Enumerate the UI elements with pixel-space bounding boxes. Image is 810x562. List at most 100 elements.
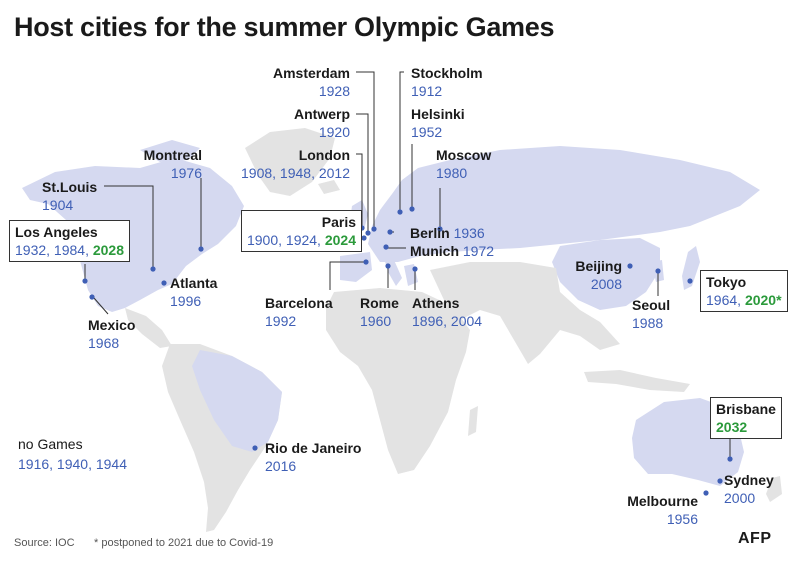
future-year: 2032: [716, 419, 748, 435]
future-year: 2028: [92, 242, 125, 258]
city-name: Sydney: [724, 472, 774, 488]
city-label-montreal: Montreal 1976: [144, 146, 202, 182]
land-eurasia-north: [368, 146, 760, 262]
city-years: 1960: [360, 313, 392, 329]
city-label-athens: Athens 1896, 2004: [412, 294, 482, 330]
dot-paris: [361, 235, 367, 241]
land-arctic-islands: [140, 140, 200, 162]
city-label-stockholm: Stockholm 1912: [411, 64, 483, 100]
dot-montreal: [198, 246, 204, 252]
leader-barcelona: [329, 261, 366, 290]
land-china: [552, 238, 660, 310]
city-years: 1980: [436, 165, 468, 181]
dot-helsinki: [409, 206, 415, 212]
city-name: Rio de Janeiro: [265, 440, 362, 456]
city-name: Athens: [412, 295, 460, 311]
city-label-melbourne: Melbourne 1956: [627, 492, 698, 528]
leader-stockholm: [399, 71, 404, 212]
land-new-zealand: [766, 476, 782, 502]
city-label-losangeles: Los Angeles 1932, 1984, 2028: [9, 220, 131, 262]
city-years: 2000: [724, 490, 756, 506]
past-years: 1932, 1984,: [15, 242, 93, 258]
city-name: Rome: [360, 295, 399, 311]
city-label-munich: Munich 1972: [410, 242, 494, 260]
dot-melbourne: [703, 490, 709, 496]
city-years: 1928: [318, 83, 350, 99]
afp-logo: AFP: [738, 530, 772, 547]
city-name: London: [298, 147, 350, 163]
page-title: Host cities for the summer Olympic Games: [14, 12, 555, 42]
city-name: Montreal: [143, 147, 202, 163]
city-label-antwerp: Antwerp 1920: [294, 105, 350, 141]
city-years: 1920: [318, 124, 350, 140]
city-years: 2032: [716, 418, 776, 436]
leader-antwerp: [356, 113, 369, 232]
city-name: Tokyo: [706, 274, 747, 290]
city-name: Melbourne: [627, 493, 698, 509]
city-years: 1952: [411, 124, 443, 140]
land-madagascar: [468, 406, 478, 436]
city-name: Atlanta: [170, 275, 218, 291]
city-years: 1996: [170, 293, 202, 309]
city-name: Antwerp: [294, 106, 350, 122]
city-name: Seoul: [632, 297, 671, 313]
land-north-america: [22, 158, 244, 312]
dot-munich: [383, 244, 389, 250]
city-label-atlanta: Atlanta 1996: [170, 274, 217, 310]
no-games-note: no Games 1916, 1940, 1944: [18, 434, 127, 474]
past-years: 1964,: [706, 292, 745, 308]
dot-mexico: [89, 294, 95, 300]
city-years: 2008: [590, 276, 622, 292]
land-japan: [682, 246, 700, 290]
dot-barcelona: [363, 259, 369, 265]
footnote: * postponed to 2021 due to Covid-19: [94, 537, 274, 549]
city-years: 1908, 1948, 2012: [241, 165, 350, 181]
past-years: 1900, 1924,: [246, 232, 325, 248]
dot-berlin: [387, 229, 393, 235]
city-name: Brisbane: [716, 401, 776, 417]
city-years: 1896, 2004: [412, 313, 483, 329]
city-label-seoul: Seoul 1988: [632, 296, 670, 332]
dot-brisbane: [727, 456, 733, 462]
city-label-tokyo: Tokyo 1964, 2020*: [700, 270, 788, 312]
city-name: Moscow: [436, 147, 492, 163]
future-year: 2020*: [744, 292, 782, 308]
city-name: Paris: [321, 214, 356, 230]
city-label-amsterdam: Amsterdam 1928: [273, 64, 350, 100]
dot-stlouis: [150, 266, 156, 272]
city-years: 1936: [449, 225, 485, 241]
land-southern-europe: [340, 252, 418, 286]
city-years: 1964, 2020*: [706, 291, 782, 309]
land-africa: [326, 288, 470, 474]
city-name: Stockholm: [411, 65, 483, 81]
city-label-london: London 1908, 1948, 2012: [241, 146, 350, 182]
city-label-sydney: Sydney 2000: [724, 471, 774, 507]
city-years: 1972: [459, 243, 495, 259]
city-name: Munich: [410, 243, 459, 259]
city-years: 1912: [411, 83, 443, 99]
city-name: Mexico: [88, 317, 136, 333]
city-name: Helsinki: [411, 106, 465, 122]
dot-stockholm: [397, 209, 403, 215]
no-games-label: no Games: [18, 436, 83, 452]
city-name: Barcelona: [265, 295, 333, 311]
city-label-stlouis: St.Louis 1904: [42, 178, 97, 214]
city-name: St.Louis: [42, 179, 98, 195]
city-label-moscow: Moscow 1980: [436, 146, 491, 182]
land-brazil: [192, 350, 282, 452]
city-years: 1900, 1924, 2024: [247, 231, 356, 249]
city-label-barcelona: Barcelona 1992: [265, 294, 333, 330]
leader-mexico: [93, 297, 109, 315]
city-name: Berlin: [410, 225, 450, 241]
dot-tokyo: [687, 278, 693, 284]
future-year: 2024: [324, 232, 356, 248]
city-years: 2016: [265, 458, 297, 474]
city-label-helsinki: Helsinki 1952: [411, 105, 465, 141]
city-label-rome: Rome 1960: [360, 294, 399, 330]
dot-amsterdam: [371, 226, 377, 232]
city-label-rio: Rio de Janeiro 2016: [265, 439, 361, 475]
city-years: 1968: [88, 335, 120, 351]
land-greenland: [245, 128, 335, 196]
dot-rome: [385, 263, 391, 269]
